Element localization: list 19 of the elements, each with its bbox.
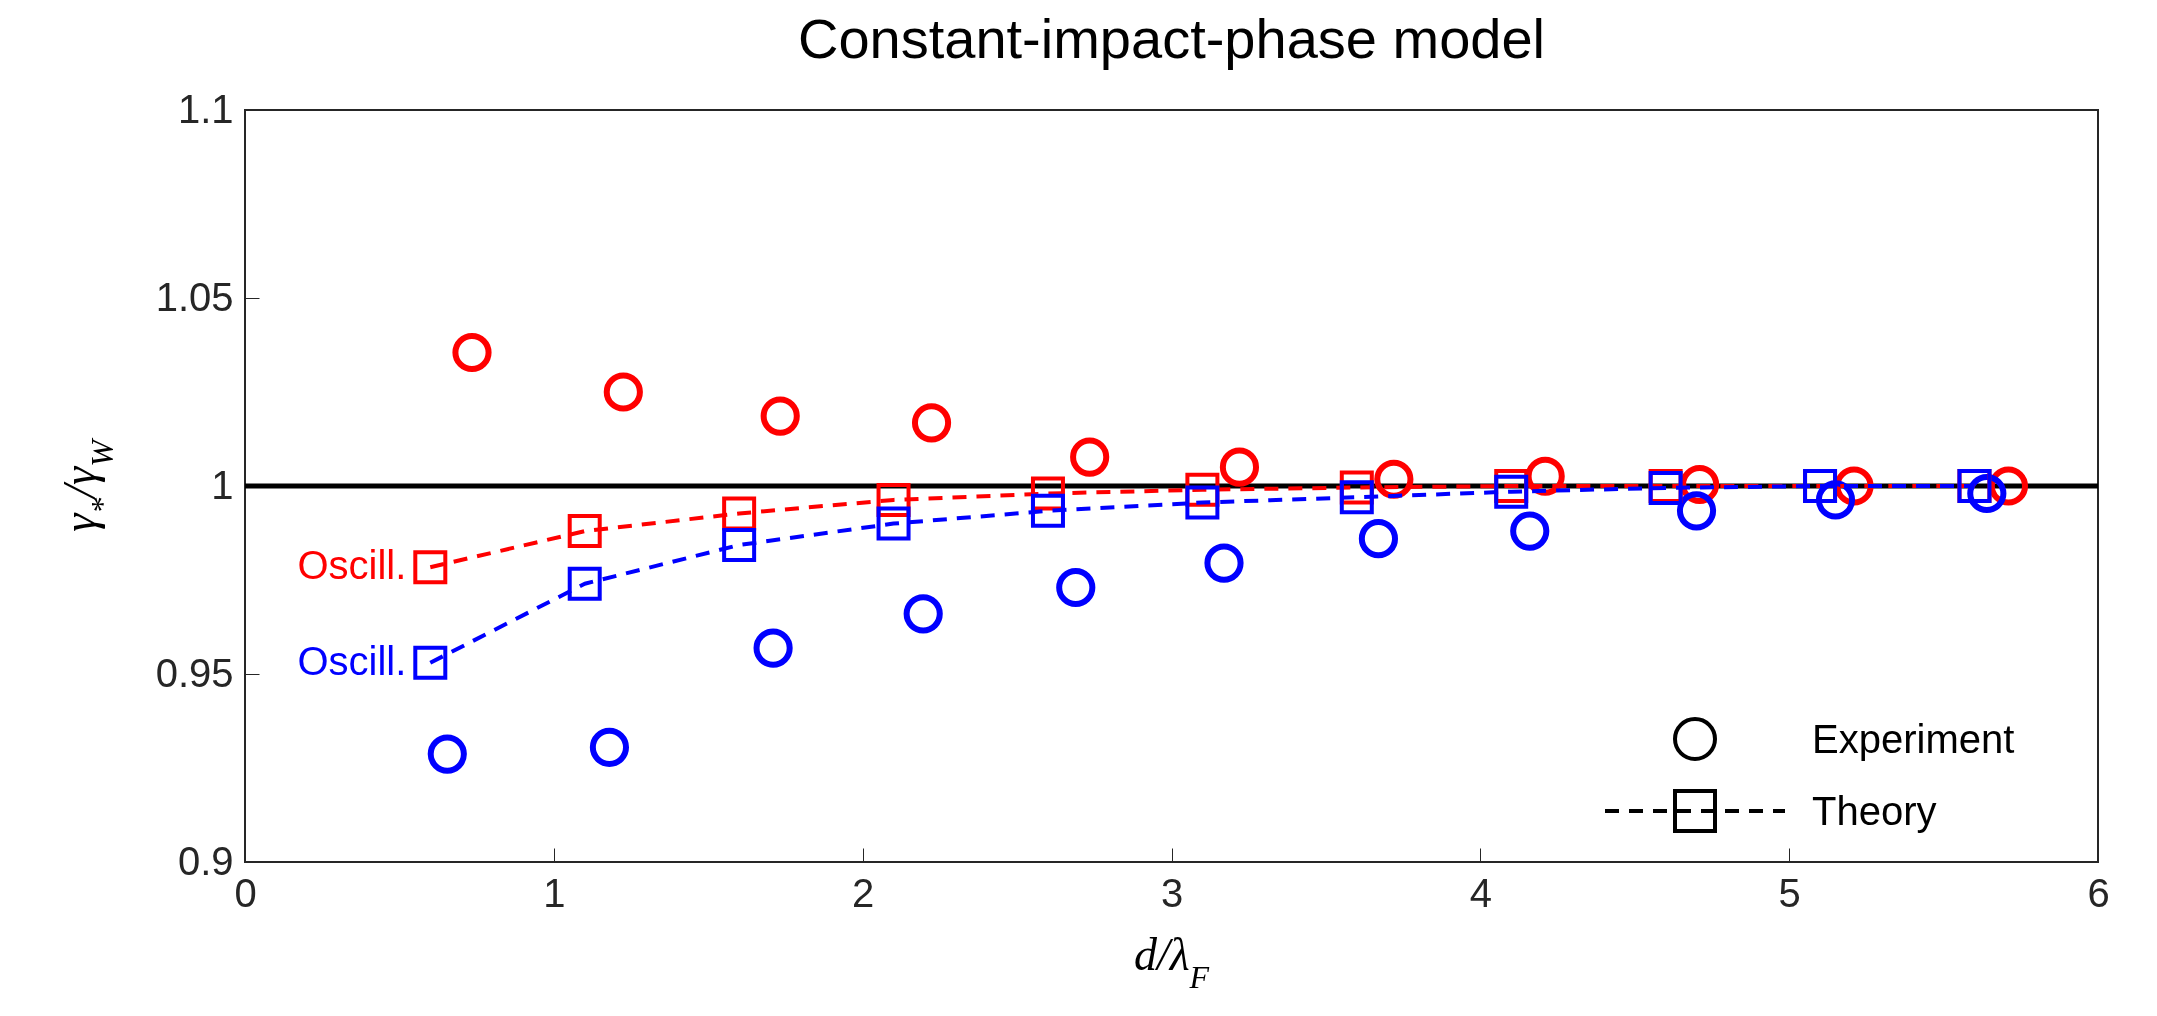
annotation: Experiment <box>1812 717 2015 761</box>
x-tick-label: 3 <box>1160 870 1184 915</box>
x-tick-label: 1 <box>543 870 566 915</box>
y-tick-label: 1.1 <box>177 86 234 131</box>
annotation: Theory <box>1812 789 1937 833</box>
x-tick-label: 5 <box>1778 870 1801 915</box>
series-label: Oscill. <box>297 543 407 588</box>
x-tick-label: 4 <box>1469 870 1492 915</box>
x-tick-label: 2 <box>852 870 875 915</box>
x-axis-title: d/λ$_{F}$ <box>1133 929 1210 995</box>
chart-title: Constant-impact-phase model <box>797 7 1546 70</box>
y-tick-label: 0.9 <box>177 838 234 883</box>
y-tick-label: 1.05 <box>155 274 234 319</box>
marker-key: Experiment Theory <box>1605 717 2015 833</box>
x-tick-label: 0 <box>234 870 257 915</box>
x-tick-label: 6 <box>2087 870 2110 915</box>
series-label: Oscill. <box>297 638 407 683</box>
y-tick-label: 1 <box>211 462 234 507</box>
y-tick-label: 0.95 <box>155 650 234 695</box>
